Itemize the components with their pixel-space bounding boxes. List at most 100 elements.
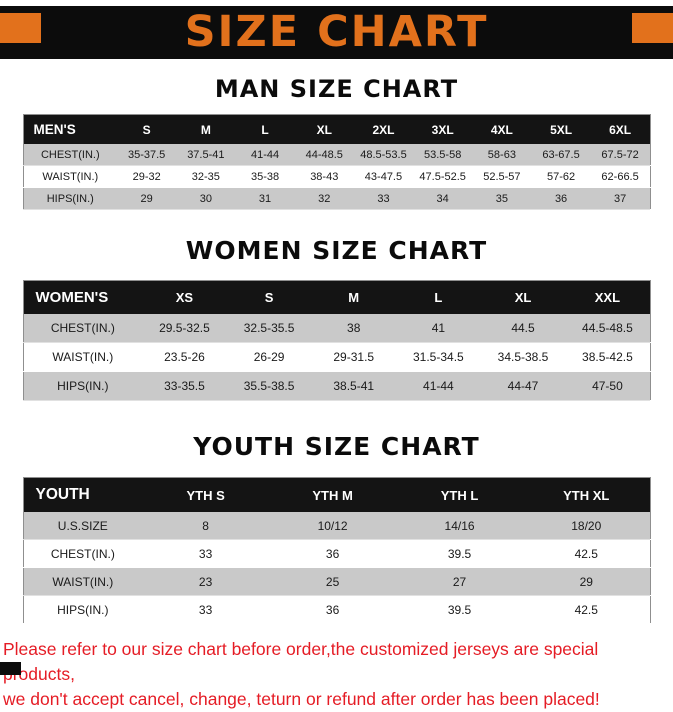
women-cell-2-3: 38.5-41	[311, 371, 397, 401]
men-section-title: MAN SIZE CHART	[214, 75, 459, 103]
women-size-table: WOMEN'S XS S M L XL XXL CHEST(IN.) 29.5-32.5 32.5…	[22, 280, 651, 401]
men-col-header-9: 6XL	[590, 114, 650, 144]
women-cell-1-2: 26-29	[226, 342, 312, 372]
size-chart-page: SIZE CHART MAN SIZE CHART MEN'S S M L XL 2XL 3…	[0, 6, 673, 712]
youth-cell-1-2: 36	[269, 539, 397, 568]
youth-row-label-0: U.S.SIZE	[23, 512, 143, 540]
youth-header-row: YOUTH YTH S YTH M YTH L YTH XL	[23, 477, 650, 512]
youth-col-header-0: YOUTH	[23, 477, 143, 512]
women-size-chart-section: WOMEN SIZE CHART WOMEN'S XS S M L XL XXL CHEST(…	[0, 236, 673, 401]
women-cell-0-6: 44.5-48.5	[565, 314, 650, 343]
youth-row-0: U.S.SIZE 8 10/12 14/16 18/20	[23, 512, 650, 540]
women-cell-1-5: 34.5-38.5	[480, 342, 566, 372]
women-row-label-0: CHEST(IN.)	[23, 314, 143, 343]
men-cell-0-5: 48.5-53.5	[353, 144, 414, 166]
men-col-header-4: XL	[294, 114, 354, 144]
youth-row-label-1: CHEST(IN.)	[23, 539, 143, 568]
men-header-row: MEN'S S M L XL 2XL 3XL 4XL 5XL 6XL	[23, 114, 650, 144]
men-cell-1-2: 32-35	[176, 165, 236, 188]
men-cell-1-7: 52.5-57	[472, 165, 532, 188]
youth-row-label-2: WAIST(IN.)	[23, 567, 143, 596]
men-cell-0-9: 67.5-72	[590, 144, 650, 166]
men-col-header-6: 3XL	[413, 114, 473, 144]
youth-cell-0-1: 8	[142, 512, 270, 540]
men-col-header-0: MEN'S	[23, 114, 118, 144]
youth-row-3: HIPS(IN.) 33 36 39.5 42.5	[23, 595, 650, 624]
men-row-label-2: HIPS(IN.)	[23, 187, 118, 210]
men-cell-2-5: 33	[353, 187, 414, 210]
women-col-header-3: M	[311, 280, 397, 314]
youth-cell-2-3: 27	[396, 567, 524, 596]
youth-size-table: YOUTH YTH S YTH M YTH L YTH XL U.S.SIZE 8 10/12…	[22, 477, 651, 624]
footer-line-2: we don't accept cancel, change, teturn o…	[3, 688, 600, 709]
men-col-header-8: 5XL	[531, 114, 591, 144]
men-row-0: CHEST(IN.) 35-37.5 37.5-41 41-44 44-48.5 48.5…	[23, 144, 650, 166]
men-cell-2-9: 37	[590, 187, 650, 210]
men-col-header-5: 2XL	[353, 114, 414, 144]
youth-cell-1-1: 33	[142, 539, 270, 568]
women-cell-0-2: 32.5-35.5	[226, 314, 312, 343]
women-col-header-5: XL	[480, 280, 566, 314]
women-cell-2-6: 47-50	[565, 371, 650, 401]
men-cell-2-6: 34	[413, 187, 473, 210]
youth-col-header-4: YTH XL	[523, 477, 650, 512]
women-col-header-6: XXL	[565, 280, 650, 314]
men-cell-0-6: 53.5-58	[413, 144, 473, 166]
women-row-label-1: WAIST(IN.)	[23, 342, 143, 372]
men-cell-0-4: 44-48.5	[294, 144, 354, 166]
men-row-label-0: CHEST(IN.)	[23, 144, 118, 166]
page-title: SIZE CHART	[184, 7, 489, 57]
top-left-accent-square	[0, 13, 41, 43]
men-cell-1-6: 47.5-52.5	[413, 165, 473, 188]
youth-cell-2-4: 29	[523, 567, 650, 596]
footer-line-1: Please refer to our size chart before or…	[3, 639, 599, 684]
women-cell-2-5: 44-47	[480, 371, 566, 401]
men-row-label-1: WAIST(IN.)	[23, 165, 118, 188]
youth-row-1: CHEST(IN.) 33 36 39.5 42.5	[23, 539, 650, 568]
men-cell-1-5: 43-47.5	[353, 165, 414, 188]
men-cell-2-1: 29	[117, 187, 177, 210]
youth-cell-1-3: 39.5	[396, 539, 524, 568]
women-col-header-0: WOMEN'S	[23, 280, 143, 314]
women-row-label-2: HIPS(IN.)	[23, 371, 143, 401]
youth-cell-0-3: 14/16	[396, 512, 524, 540]
women-cell-1-1: 23.5-26	[142, 342, 227, 372]
youth-cell-3-4: 42.5	[523, 595, 650, 624]
men-cell-1-4: 38-43	[294, 165, 354, 188]
youth-cell-2-1: 23	[142, 567, 270, 596]
women-row-1: WAIST(IN.) 23.5-26 26-29 29-31.5 31.5-34.5 34…	[23, 342, 650, 372]
women-cell-0-3: 38	[311, 314, 397, 343]
youth-cell-3-3: 39.5	[396, 595, 524, 624]
men-col-header-2: M	[176, 114, 236, 144]
men-cell-0-7: 58-63	[472, 144, 532, 166]
women-header-row: WOMEN'S XS S M L XL XXL	[23, 280, 650, 314]
youth-section-title: YOUTH SIZE CHART	[193, 432, 480, 461]
women-cell-1-3: 29-31.5	[311, 342, 397, 372]
youth-size-chart-section: YOUTH SIZE CHART YOUTH YTH S YTH M YTH L YTH…	[0, 432, 673, 624]
women-cell-2-2: 35.5-38.5	[226, 371, 312, 401]
men-col-header-1: S	[117, 114, 177, 144]
women-col-header-2: S	[226, 280, 312, 314]
men-cell-0-3: 41-44	[235, 144, 295, 166]
footer-note: Please refer to our size chart before or…	[3, 637, 673, 712]
youth-row-2: WAIST(IN.) 23 25 27 29	[23, 567, 650, 596]
women-cell-1-4: 31.5-34.5	[396, 342, 481, 372]
youth-cell-3-1: 33	[142, 595, 270, 624]
men-cell-2-2: 30	[176, 187, 236, 210]
youth-row-label-3: HIPS(IN.)	[23, 595, 143, 624]
men-col-header-7: 4XL	[472, 114, 532, 144]
men-cell-1-9: 62-66.5	[590, 165, 650, 188]
youth-cell-0-4: 18/20	[523, 512, 650, 540]
youth-cell-0-2: 10/12	[269, 512, 397, 540]
youth-col-header-1: YTH S	[142, 477, 270, 512]
women-cell-0-4: 41	[396, 314, 481, 343]
men-cell-1-3: 35-38	[235, 165, 295, 188]
men-cell-2-7: 35	[472, 187, 532, 210]
youth-col-header-3: YTH L	[396, 477, 524, 512]
women-col-header-4: L	[396, 280, 481, 314]
youth-col-header-2: YTH M	[269, 477, 397, 512]
men-row-1: WAIST(IN.) 29-32 32-35 35-38 38-43 43-47.5 47.…	[23, 165, 650, 188]
women-cell-2-4: 41-44	[396, 371, 481, 401]
women-cell-1-6: 38.5-42.5	[565, 342, 650, 372]
women-cell-2-1: 33-35.5	[142, 371, 227, 401]
